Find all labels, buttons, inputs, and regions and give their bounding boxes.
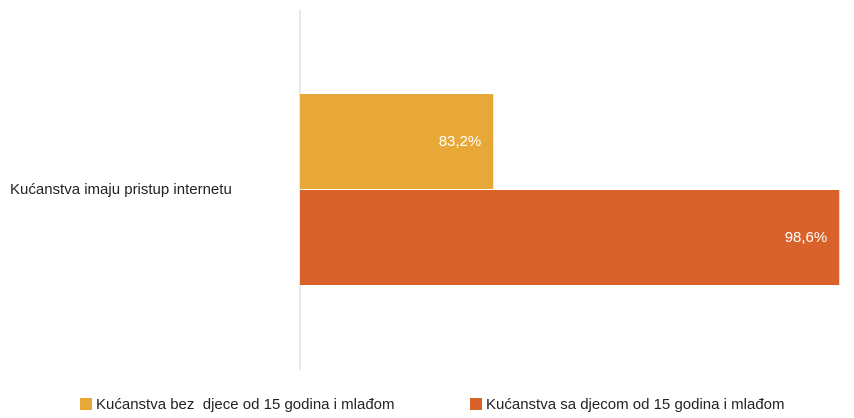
data-label: 83,2%: [439, 133, 482, 150]
data-label: 98,6%: [785, 229, 828, 246]
legend-label: Kućanstva sa djecom od 15 godina i mlađo…: [486, 396, 785, 413]
legend-swatch: [80, 398, 92, 410]
y-tick-label: Kućanstva imaju pristup internetu: [10, 181, 232, 198]
legend-swatch: [470, 398, 482, 410]
bar: [300, 94, 494, 189]
bar: [300, 190, 840, 285]
legend-label: Kućanstva bez djece od 15 godina i mlađo…: [96, 396, 395, 413]
